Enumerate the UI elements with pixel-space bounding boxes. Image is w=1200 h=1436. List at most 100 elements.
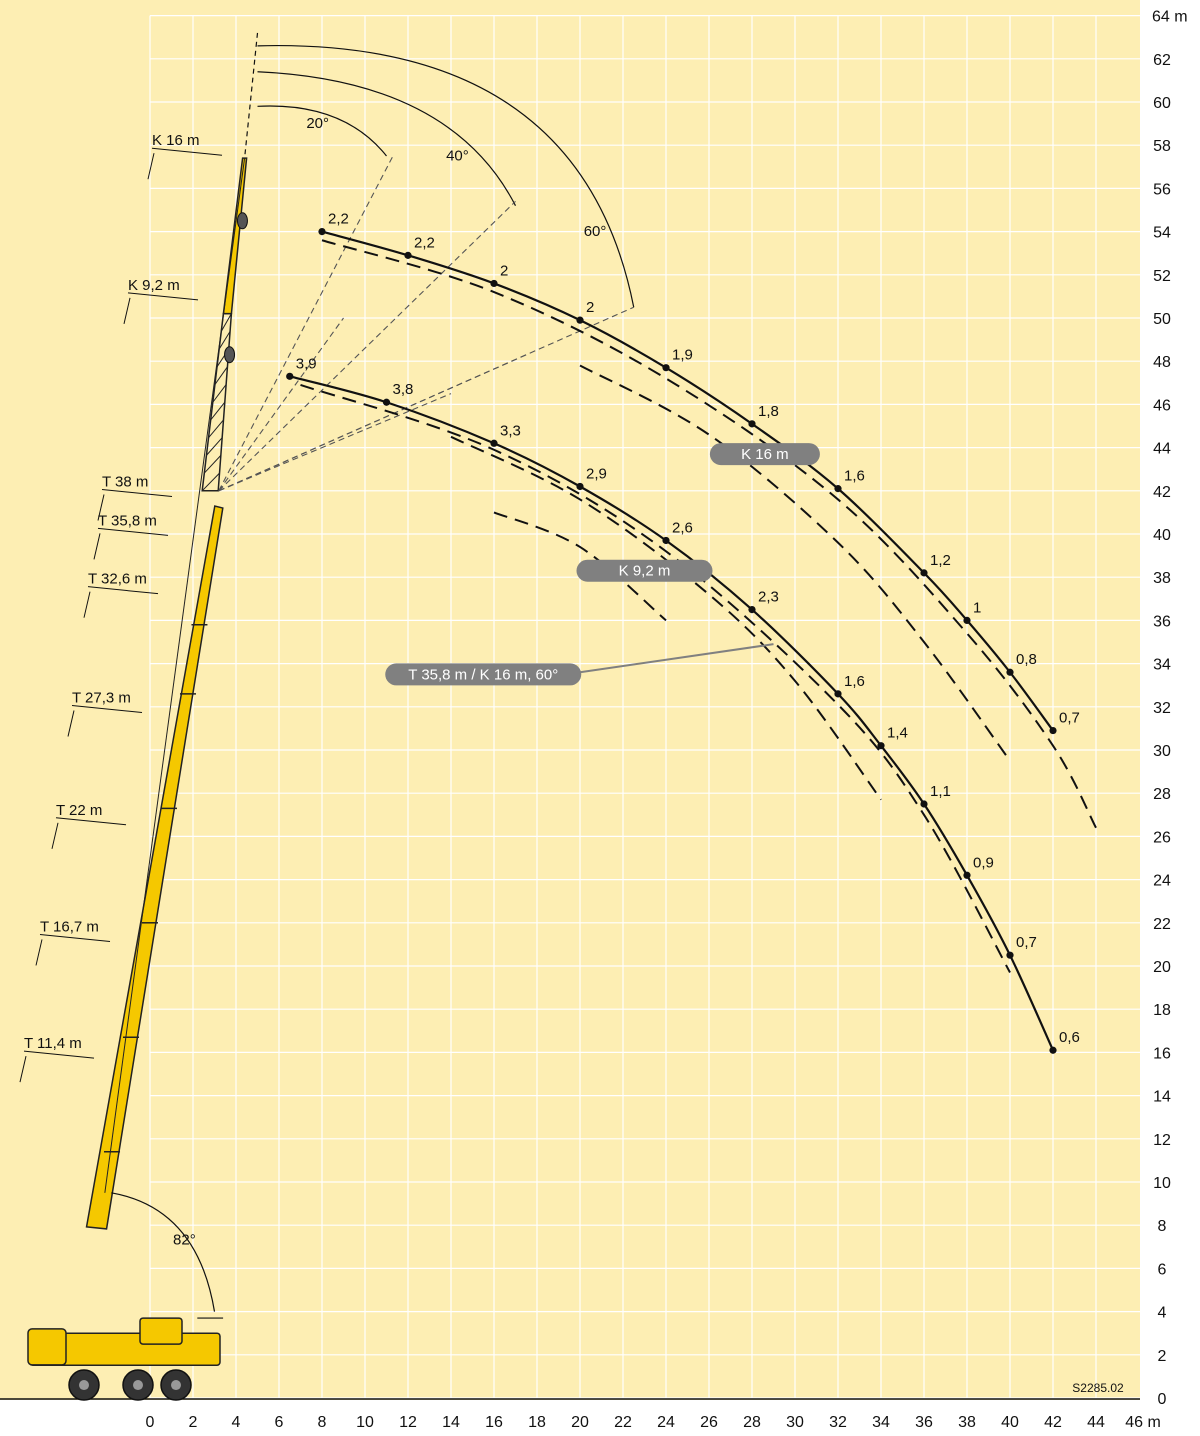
x-axis-unit-label: 46 m bbox=[1125, 1414, 1161, 1431]
luffed-jib-positions bbox=[218, 155, 634, 492]
angle-label-82: 82° bbox=[173, 1232, 196, 1249]
luffed-jib-line bbox=[218, 317, 344, 492]
boom-length-leader bbox=[127, 292, 199, 301]
boom-length-leader bbox=[55, 817, 127, 826]
x-tick-label: 4 bbox=[232, 1414, 241, 1431]
data-label: 1,9 bbox=[672, 347, 693, 364]
y-tick-label: 40 bbox=[1153, 527, 1171, 544]
x-tick-label: 40 bbox=[1001, 1414, 1019, 1431]
data-point bbox=[662, 536, 670, 545]
luffed-jib-line bbox=[218, 393, 452, 492]
y-axis-unit-label: 64 m bbox=[1152, 9, 1188, 26]
data-point bbox=[1049, 1046, 1057, 1054]
data-label: 0,8 bbox=[1016, 651, 1037, 668]
pill-leader-line bbox=[579, 643, 774, 674]
lattice-brace bbox=[220, 313, 232, 332]
y-tick-label: 60 bbox=[1153, 95, 1171, 112]
data-label: 1,8 bbox=[758, 403, 779, 420]
x-tick-label: 20 bbox=[571, 1414, 589, 1431]
x-tick-label: 32 bbox=[829, 1414, 847, 1431]
pill-label-k9-2: K 9,2 m bbox=[576, 559, 713, 582]
y-tick-label: 16 bbox=[1153, 1045, 1171, 1062]
y-tick-label: 22 bbox=[1153, 916, 1171, 933]
data-point bbox=[576, 316, 584, 324]
x-tick-label: 18 bbox=[528, 1414, 546, 1431]
data-label: 0,7 bbox=[1059, 710, 1080, 727]
data-label: 2 bbox=[500, 262, 508, 279]
data-point bbox=[1006, 668, 1014, 676]
data-point bbox=[834, 690, 842, 698]
lattice-brace bbox=[206, 437, 223, 456]
x-tick-label: 10 bbox=[356, 1414, 374, 1431]
data-point bbox=[748, 606, 756, 614]
data-label: 0,6 bbox=[1059, 1029, 1080, 1046]
data-point bbox=[963, 871, 971, 879]
data-label: 3,8 bbox=[393, 381, 414, 398]
y-tick-label: 54 bbox=[1153, 225, 1171, 242]
data-label: 1,6 bbox=[844, 468, 865, 485]
dashed-range-curve bbox=[321, 239, 1097, 829]
hook-block-icon bbox=[236, 212, 248, 230]
angle-label-60: 60° bbox=[584, 223, 607, 240]
y-tick-label: 32 bbox=[1153, 700, 1171, 717]
figure-code: S2285.02 bbox=[1072, 1381, 1124, 1395]
y-tick-label: 36 bbox=[1153, 613, 1171, 630]
y-tick-label: 38 bbox=[1153, 570, 1171, 587]
y-tick-label: 50 bbox=[1153, 311, 1171, 328]
wheel-hub-icon bbox=[79, 1380, 89, 1391]
boom-length-label: T 16,7 m bbox=[40, 918, 99, 935]
boom-length-labels: K 16 m K 9,2 m T 38 m T 35,8 m T 32,6 m T 27,… bbox=[19, 132, 223, 1083]
boom-length-arrow bbox=[93, 533, 101, 560]
x-tick-label: 44 bbox=[1087, 1414, 1105, 1431]
x-tick-label: 14 bbox=[442, 1414, 460, 1431]
crane-cab bbox=[139, 1317, 183, 1345]
boom-length-label: T 35,8 m bbox=[98, 512, 157, 529]
y-tick-label: 18 bbox=[1153, 1002, 1171, 1019]
y-tick-label: 58 bbox=[1153, 138, 1171, 155]
x-tick-label: 8 bbox=[318, 1414, 327, 1431]
x-tick-label: 36 bbox=[915, 1414, 933, 1431]
y-tick-label: 10 bbox=[1153, 1175, 1171, 1192]
boom-length-arrow bbox=[147, 153, 155, 180]
y-tick-label: 28 bbox=[1153, 786, 1171, 803]
y-tick-label: 26 bbox=[1153, 829, 1171, 846]
jib-offset-arc bbox=[257, 71, 517, 206]
boom-length-arrow bbox=[123, 297, 131, 325]
y-tick-label: 2 bbox=[1158, 1348, 1167, 1365]
data-point bbox=[318, 228, 326, 236]
y-tick-label: 44 bbox=[1153, 441, 1171, 458]
y-tick-label: 0 bbox=[1158, 1391, 1167, 1408]
x-tick-label: 28 bbox=[743, 1414, 761, 1431]
y-tick-label: 42 bbox=[1153, 484, 1171, 501]
data-label: 2,6 bbox=[672, 519, 693, 536]
data-label: 1,4 bbox=[887, 725, 908, 742]
boom-length-leader bbox=[87, 586, 159, 595]
x-tick-label: 24 bbox=[657, 1414, 675, 1431]
luffed-jib-line bbox=[218, 200, 516, 492]
wheel-hub-icon bbox=[133, 1380, 143, 1391]
hook-block-icon bbox=[224, 346, 236, 364]
dashed-range-curve bbox=[579, 364, 1011, 762]
data-point bbox=[1049, 726, 1057, 735]
y-tick-label: 62 bbox=[1153, 52, 1171, 69]
x-tick-label: 0 bbox=[146, 1414, 155, 1431]
jib-reference-line bbox=[244, 32, 259, 159]
data-label: 2,2 bbox=[328, 211, 349, 228]
wheel-hub-icon bbox=[171, 1380, 181, 1391]
y-tick-label: 48 bbox=[1153, 354, 1171, 371]
y-tick-label: 30 bbox=[1153, 743, 1171, 760]
boom-length-arrow bbox=[67, 710, 75, 737]
y-tick-label: 12 bbox=[1153, 1132, 1171, 1149]
x-tick-label: 34 bbox=[872, 1414, 890, 1431]
boom-length-label: T 32,6 m bbox=[88, 571, 147, 588]
boom-length-leader bbox=[71, 704, 143, 713]
y-tick-label: 20 bbox=[1153, 959, 1171, 976]
y-tick-label: 52 bbox=[1153, 268, 1171, 285]
pill-label-k9-2-text: K 9,2 m bbox=[619, 563, 671, 580]
lattice-brace bbox=[212, 384, 227, 403]
pill-label-k9-2-bg bbox=[576, 559, 713, 582]
boom-length-label: T 27,3 m bbox=[72, 689, 131, 706]
pill-label-t35-8-text: T 35,8 m / K 16 m, 60° bbox=[408, 666, 558, 683]
